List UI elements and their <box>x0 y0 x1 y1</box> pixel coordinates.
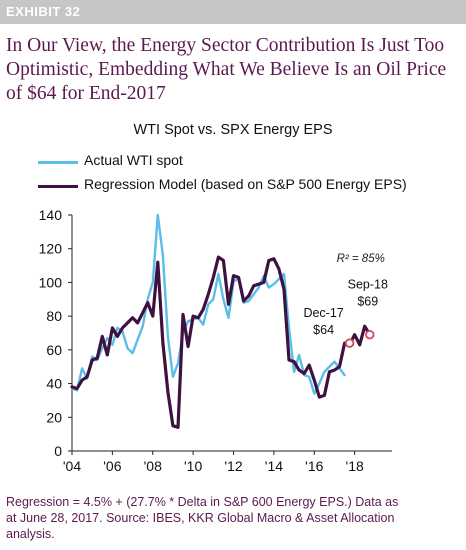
x-tick-label: '10 <box>184 458 202 474</box>
y-tick-label: 20 <box>46 409 62 425</box>
annotation-value-sep-18: $69 <box>357 295 378 309</box>
y-tick-label: 100 <box>39 274 63 290</box>
y-tick-label: 0 <box>54 443 62 459</box>
chart-title: WTI Spot vs. SPX Energy EPS <box>133 122 333 138</box>
annotation-value-dec-17: $64 <box>313 323 334 337</box>
annotation-label-sep-18: Sep-18 <box>348 278 388 292</box>
footnote-line: analysis. <box>6 527 55 541</box>
footnote: Regression = 4.5% + (27.7% * Delta in S&… <box>6 494 446 542</box>
headline-line: Optimistic, Embedding What We Believe Is… <box>6 59 447 80</box>
headline-line: In Our View, the Energy Sector Contribut… <box>6 35 445 56</box>
x-tick-label: '14 <box>265 458 283 474</box>
legend-swatch-actual <box>38 161 78 164</box>
headline-line: of $64 for End-2017 <box>6 83 166 104</box>
exhibit-bar: EXHIBIT 32 <box>0 0 466 24</box>
annotation-label-dec-17: Dec-17 <box>303 306 343 320</box>
annotation-marker-dec-17 <box>344 338 355 348</box>
x-tick-label: '12 <box>224 458 242 474</box>
annotation-r-squared: R² = 85% <box>337 253 385 265</box>
y-tick-label: 40 <box>46 376 62 392</box>
y-tick-label: 140 <box>39 207 63 223</box>
annotation-marker-sep-18 <box>365 329 375 340</box>
x-tick-label: '16 <box>305 458 323 474</box>
series-line-actual-wti <box>70 213 346 395</box>
footnote-line: Regression = 4.5% + (27.7% * Delta in S&… <box>6 495 399 509</box>
footnote-line: at June 28, 2017. Source: IBES, KKR Glob… <box>6 511 395 525</box>
series-line-regression-model <box>70 255 372 429</box>
exhibit-label: EXHIBIT 32 <box>6 4 81 19</box>
x-tick-label: '08 <box>144 458 162 474</box>
y-tick-label: 120 <box>39 241 63 257</box>
x-tick-label: '18 <box>346 458 364 474</box>
headline: In Our View, the Energy Sector Contribut… <box>6 34 462 106</box>
legend-label-actual: Actual WTI spot <box>84 152 183 168</box>
x-tick-label: '06 <box>103 458 121 474</box>
y-tick-label: 60 <box>46 342 62 358</box>
x-tick-label: '04 <box>63 458 81 474</box>
y-tick-label: 80 <box>46 308 62 324</box>
legend-swatch-model <box>38 185 78 188</box>
legend-label-model: Regression Model (based on S&P 500 Energ… <box>84 176 407 192</box>
